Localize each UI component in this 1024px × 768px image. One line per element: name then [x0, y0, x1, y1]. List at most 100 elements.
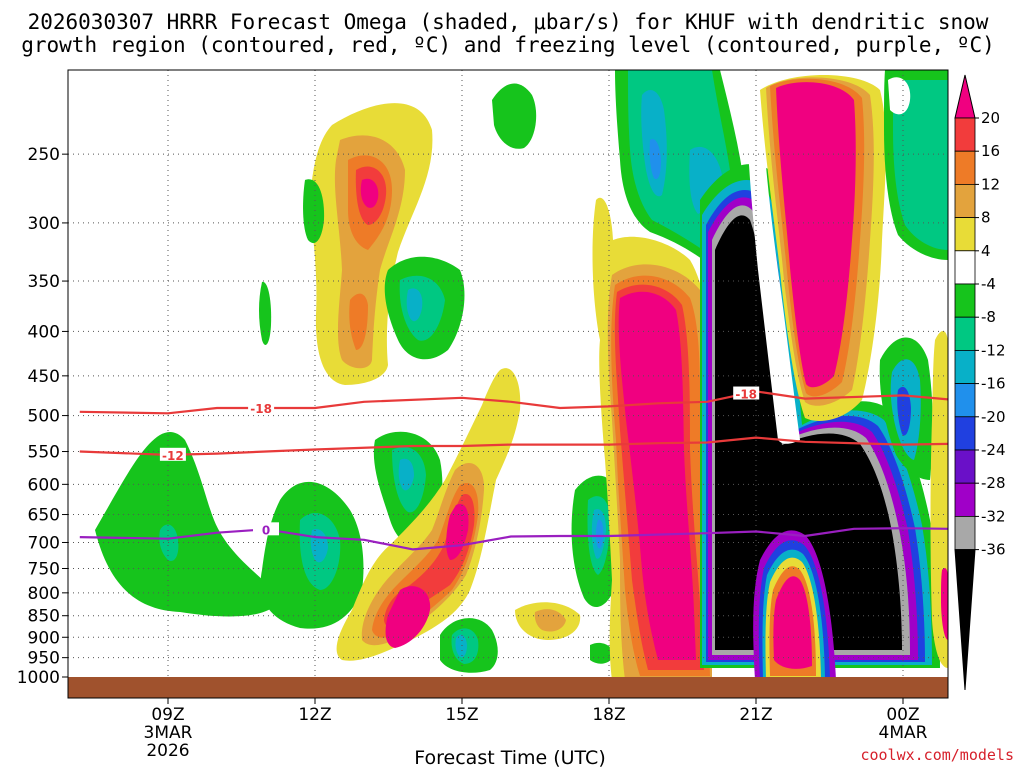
omega-negative-area-24z-upper-l3: [888, 77, 911, 115]
omega-negative-area-upper-left-2: [259, 281, 272, 345]
omega-positive-core-14z: [385, 586, 431, 648]
omega-negative-area-16z-upper: [492, 83, 537, 149]
omega-positive-core-22z-upper: [776, 82, 856, 388]
omega-negative-area-19z-upper-l4: [649, 139, 661, 180]
colorbar-label: -28: [981, 474, 1006, 492]
contour-label: 0: [262, 523, 270, 537]
colorbar-label: -36: [981, 541, 1006, 559]
x-tick-label: 09Z: [151, 705, 184, 725]
x-tick-label: 00Z: [886, 705, 919, 725]
colorbar-swatch: [954, 250, 976, 285]
colorbar-label: -8: [981, 308, 996, 326]
contour-label: -12: [162, 449, 184, 463]
contour-dgz-bottom: [79, 436, 949, 456]
omega-positive-core-19z: [618, 291, 696, 660]
omega-negative-area-9z: [95, 432, 280, 617]
y-tick-label: 550: [28, 443, 60, 463]
colorbar-label: -24: [981, 441, 1006, 459]
omega-neutral-strip-22z: [745, 72, 800, 444]
omega-negative-area-24z-upper-l2: [893, 80, 948, 250]
omega-negative-area-14z-mid-l3: [406, 288, 423, 322]
grid: [68, 70, 948, 677]
contour-dgz-top: [79, 390, 949, 415]
x-tick-year: 2026: [146, 741, 189, 761]
x-tick-label: 18Z: [592, 705, 625, 725]
omega-positive-core-22z-lower: [773, 576, 812, 669]
y-tick-label: 250: [28, 145, 60, 165]
x-tick-date: 3MAR: [144, 723, 193, 743]
y-tick-label: 850: [28, 607, 60, 627]
omega-negative-area-15z-bottom-l3: [455, 634, 467, 658]
colorbar-swatch: [954, 183, 976, 218]
omega-positive-area-17z-bottom-l2: [534, 609, 566, 632]
y-tick-label: 650: [28, 506, 60, 526]
credit-link[interactable]: coolwx.com/models: [860, 746, 1014, 764]
colorbar-swatch: [954, 283, 976, 318]
colorbar-label: -20: [981, 408, 1006, 426]
colorbar-swatch: [954, 150, 976, 185]
colorbar-swatch: [954, 449, 976, 484]
omega-negative-area-18z-l4: [595, 519, 604, 549]
x-tick-label: 15Z: [445, 705, 478, 725]
omega-negative-core-21z: [715, 215, 902, 650]
y-axis: 2503003504004505005506006507007508008509…: [17, 145, 68, 688]
colorbar-label: 12: [981, 175, 1000, 193]
omega-shaded-field: [95, 70, 948, 680]
y-tick-label: 450: [28, 367, 60, 387]
omega-area-13z-core: [360, 178, 379, 208]
omega-negative-area-14z-low-l3: [398, 458, 414, 491]
x-axis-title: Forecast Time (UTC): [414, 747, 605, 768]
colorbar-swatch: [954, 217, 976, 252]
y-tick-label: 1000: [17, 668, 60, 688]
colorbar-label: -16: [981, 375, 1006, 393]
omega-negative-area-24z-mid-l3: [897, 386, 911, 436]
plot-frame: [67, 69, 949, 699]
y-tick-label: 700: [28, 533, 60, 553]
y-tick-label: 350: [28, 272, 60, 292]
contour-freezing-level: [79, 527, 949, 551]
colorbar: 20 16 12 8 4 -4 -8 -12 -16 -20 -24 -28 -32 -36: [954, 74, 1006, 691]
y-tick-label: 400: [28, 322, 60, 342]
contour-label: -18: [250, 402, 272, 416]
y-tick-label: 300: [28, 214, 60, 234]
colorbar-swatch: [954, 482, 976, 517]
chart-title-line2: growth region (contoured, red, ºC) and f…: [21, 33, 995, 57]
contour-label: -18: [735, 388, 757, 402]
omega-positive-area-25z-right-l2: [941, 568, 948, 640]
omega-negative-area-upper-left-1: [303, 179, 325, 244]
x-tick-date: 4MAR: [879, 723, 928, 743]
colorbar-swatch: [954, 349, 976, 384]
y-tick-label: 800: [28, 584, 60, 604]
colorbar-label: -32: [981, 507, 1006, 525]
x-tick-label: 21Z: [739, 705, 772, 725]
temperature-contours: -18 -18 -12 0: [79, 386, 949, 551]
colorbar-label: 20: [981, 109, 1000, 127]
y-tick-label: 500: [28, 407, 60, 427]
x-tick-label: 12Z: [298, 705, 331, 725]
colorbar-label: 16: [981, 142, 1000, 160]
y-tick-label: 750: [28, 560, 60, 580]
contour-label-bg: [253, 522, 279, 536]
colorbar-label: 8: [981, 209, 991, 227]
colorbar-label: 4: [981, 242, 991, 260]
colorbar-top-arrow: [954, 74, 976, 119]
contour-label-bg: [248, 400, 275, 414]
y-tick-label: 950: [28, 649, 60, 669]
y-tick-label: 900: [28, 628, 60, 648]
colorbar-label: -12: [981, 341, 1006, 359]
contour-label-bg: [159, 447, 186, 461]
colorbar-label: -4: [981, 275, 996, 293]
contour-label-bg: [733, 386, 760, 400]
colorbar-bottom-arrow: [954, 549, 976, 691]
colorbar-swatch: [954, 316, 976, 351]
colorbar-swatch: [954, 516, 976, 551]
ground-surface-bar: [68, 677, 948, 698]
chart-title-line1: 2026030307 HRRR Forecast Omega (shaded, …: [28, 10, 989, 34]
colorbar-swatch: [954, 117, 976, 152]
colorbar-swatch: [954, 416, 976, 451]
y-tick-label: 600: [28, 475, 60, 495]
omega-negative-area-18z-bottom: [590, 642, 614, 664]
colorbar-swatch: [954, 383, 976, 418]
